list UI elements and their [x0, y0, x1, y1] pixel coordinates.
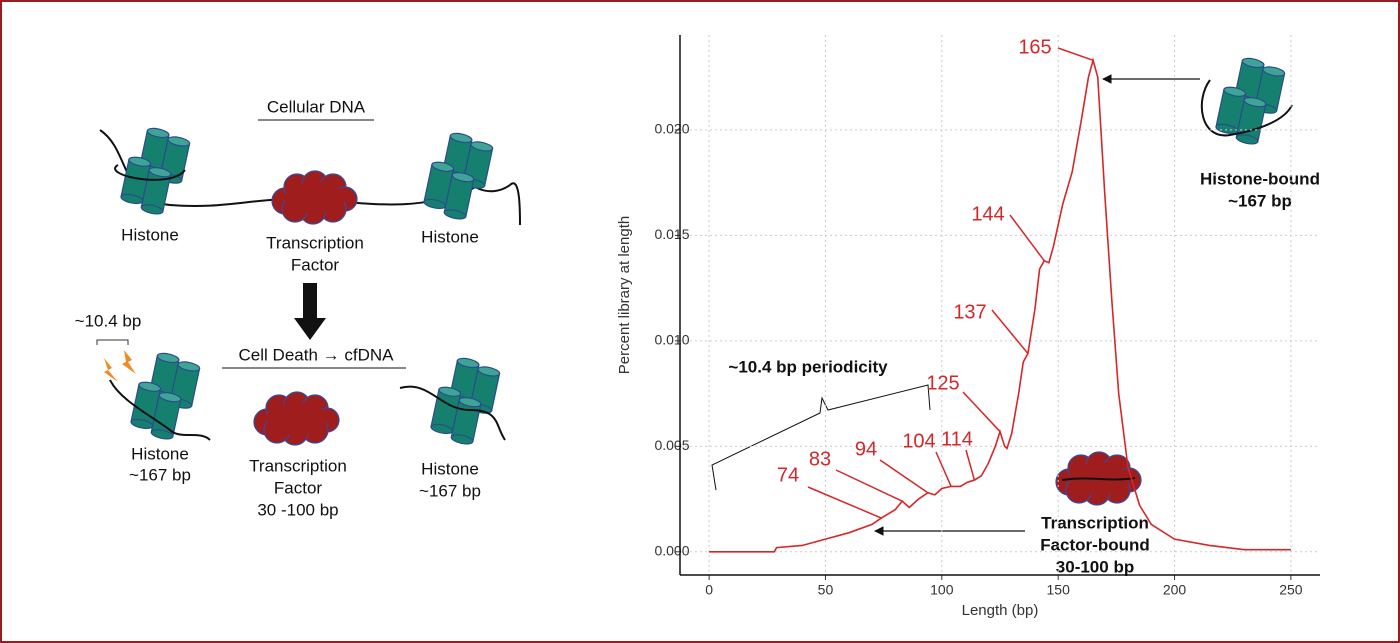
label: Histone: [421, 459, 479, 478]
y-axis-label: Percent library at length: [616, 216, 633, 374]
dna-wrap: [399, 385, 506, 441]
label: Factor: [274, 478, 323, 497]
histone-icon: [119, 124, 191, 218]
dna-wrap: [1200, 79, 1293, 137]
histone-icon: [129, 349, 201, 443]
diagram-title: Cellular DNA: [267, 97, 366, 116]
annotation: ~167 bp: [1228, 191, 1292, 210]
peak-label: 94: [855, 438, 877, 460]
peak-label: 104: [902, 430, 935, 452]
peak-label: 74: [777, 464, 799, 486]
leader-line: [965, 449, 976, 481]
annotation: 30-100 bp: [1056, 557, 1134, 576]
y-tick-label: 0.000: [654, 543, 689, 559]
peak-label: 144: [971, 203, 1004, 225]
chart: ~10.4 bp periodicity Histone-bound ~167 …: [616, 54, 1320, 619]
label: ~167 bp: [419, 481, 481, 500]
label: Histone: [421, 227, 479, 246]
leader-line: [935, 451, 952, 487]
leader-line: [991, 309, 1029, 354]
label: Factor: [291, 255, 340, 274]
label: ~10.4 bp: [75, 311, 142, 330]
plot: 0 50 100 150 200 250 0.000 0.005 0.010 0.015 0.020…: [654, 35, 1320, 598]
x-tick-label: 50: [818, 582, 834, 598]
annotation: Histone-bound: [1200, 169, 1320, 188]
label: Transcription: [249, 456, 347, 475]
peak-label: 165: [1018, 36, 1051, 58]
histone-icon: [1214, 54, 1286, 148]
dna-strand: [99, 129, 521, 226]
x-axis-label: Length (bp): [962, 602, 1039, 619]
peak-label: 137: [953, 301, 986, 323]
y-tick-label: 0.010: [654, 332, 689, 348]
label: Transcription: [266, 233, 364, 252]
line-series: [709, 57, 1291, 553]
annotation: ~10.4 bp periodicity: [728, 357, 888, 376]
y-tick-label: 0.015: [654, 226, 689, 242]
brace: [711, 384, 931, 491]
x-tick-label: 100: [930, 582, 954, 598]
peak-label: 114: [941, 428, 973, 450]
cut-icon: [104, 350, 136, 382]
x-tick-label: 250: [1279, 582, 1303, 598]
label: Histone: [131, 444, 189, 463]
section-title: Cell Death → cfDNA: [239, 345, 395, 364]
annotation: Factor-bound: [1040, 535, 1150, 554]
leader-line: [879, 459, 929, 494]
x-tick-label: 200: [1163, 582, 1187, 598]
leader-line: [1057, 47, 1094, 62]
dna-wrap: [114, 164, 186, 181]
x-tick-label: 0: [705, 582, 713, 598]
y-tick-label: 0.005: [654, 437, 689, 453]
dna-strand: [1061, 477, 1136, 481]
annotation: Transcription: [1041, 513, 1149, 532]
y-tick-label: 0.020: [654, 121, 689, 137]
dna-wrap: [109, 379, 211, 441]
histone-icon: [422, 129, 494, 223]
leader-line: [835, 469, 903, 502]
label: ~167 bp: [129, 465, 191, 484]
bracket: [96, 339, 129, 345]
arrow: [294, 283, 326, 340]
peak-label: 125: [926, 372, 959, 394]
peak-label: 83: [809, 448, 831, 470]
tf-icon: [253, 391, 340, 446]
label: Histone: [121, 225, 179, 244]
tf-icon: [271, 170, 358, 225]
leader-line: [962, 391, 1001, 433]
leader-line: [1009, 214, 1045, 262]
leader-line: [807, 486, 882, 519]
label: 30 -100 bp: [257, 500, 338, 519]
x-tick-label: 150: [1047, 582, 1071, 598]
histone-icon: [429, 354, 501, 448]
